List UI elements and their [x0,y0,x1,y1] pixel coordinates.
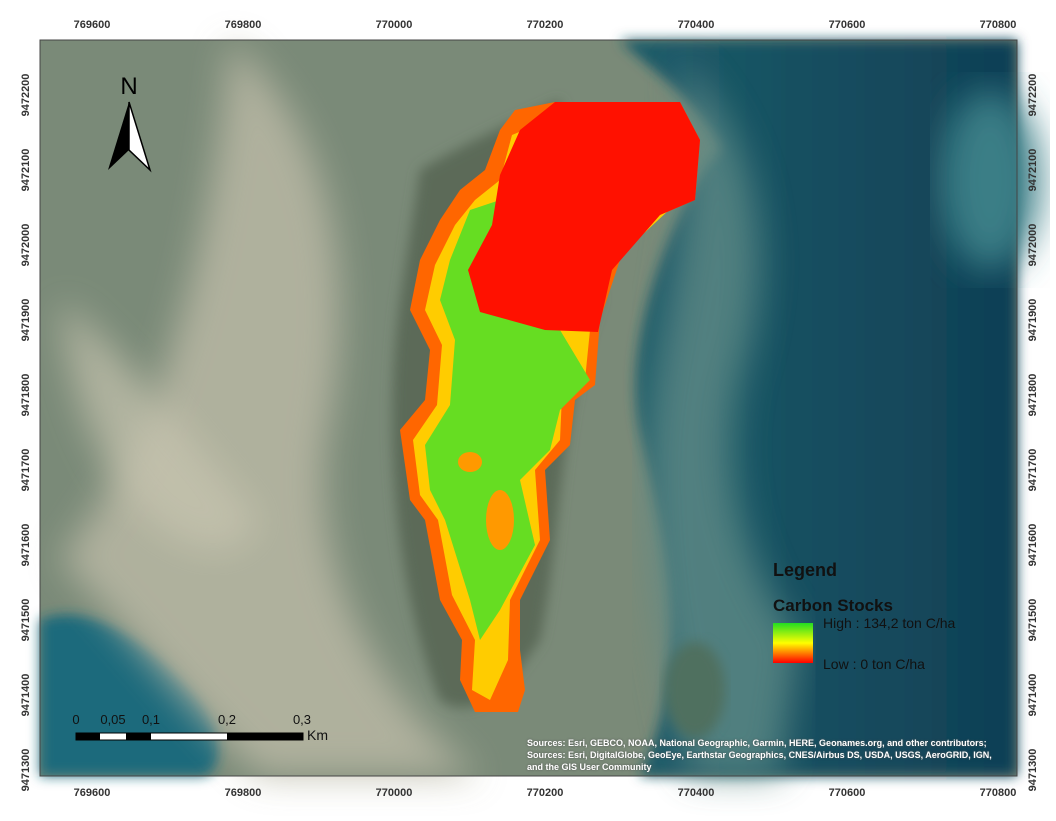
legend-title: Legend [773,560,837,580]
attribution: Sources: Esri, GEBCO, NOAA, National Geo… [527,738,992,772]
scale-label: 0,2 [218,712,236,727]
scale-label: 0,3 [293,712,311,727]
x-tick-label: 770200 [527,787,564,799]
scale-segment [126,733,151,740]
scale-label: 0,1 [142,712,160,727]
y-tick-label: 9471300 [1027,749,1039,792]
north-arrow-right [128,101,152,173]
x-tick-label: 769600 [74,787,111,799]
y-tick-label: 9471700 [20,449,32,492]
y-tick-label: 9471400 [1027,674,1039,717]
legend-ramp [773,623,813,663]
x-tick-label: 769800 [225,787,262,799]
x-tick-label: 769600 [74,19,111,31]
y-tick-label: 9472100 [1027,149,1039,192]
north-arrow: N [108,73,152,173]
y-tick-label: 9472000 [20,224,32,267]
north-label: N [120,73,137,100]
y-tick-label: 9471500 [1027,599,1039,642]
scale-label: 0,05 [100,712,125,727]
north-arrow-left [108,102,129,170]
y-tick-label: 9471900 [20,299,32,342]
carbon-raster [400,102,700,712]
y-tick-label: 9471800 [20,374,32,417]
y-tick-label: 9472200 [20,74,32,117]
y-tick-label: 9472000 [1027,224,1039,267]
coordinate-ticks: 769600 769600 769800 769800 770000 770000 7702… [20,19,1039,799]
y-tick-label: 9471300 [20,749,32,792]
y-tick-label: 9471800 [1027,374,1039,417]
y-tick-label: 9471600 [20,524,32,567]
x-tick-label: 769800 [225,19,262,31]
legend-layer: Carbon Stocks [773,596,893,615]
legend-high: High : 134,2 ton C/ha [823,615,956,631]
y-tick-label: 9471600 [1027,524,1039,567]
scale-segment [227,733,303,740]
x-tick-label: 770600 [829,787,866,799]
scale-unit: Km [307,727,328,743]
y-tick-label: 9472100 [20,149,32,192]
x-tick-label: 770200 [527,19,564,31]
y-tick-label: 9471900 [1027,299,1039,342]
x-tick-label: 770400 [678,787,715,799]
legend-low: Low : 0 ton C/ha [823,656,925,672]
y-tick-label: 9472200 [1027,74,1039,117]
scale-label: 0 [72,712,79,727]
map-frame [39,39,1018,777]
y-tick-label: 9471700 [1027,449,1039,492]
x-tick-label: 770400 [678,19,715,31]
y-tick-label: 9471400 [20,674,32,717]
scale-bar: Km 0 0,05 0,1 0,2 0,3 [72,712,328,743]
x-tick-label: 770800 [980,787,1017,799]
scale-segment [76,733,100,740]
x-tick-label: 770000 [376,19,413,31]
y-tick-label: 9471500 [20,599,32,642]
x-tick-label: 770600 [829,19,866,31]
x-tick-label: 770000 [376,787,413,799]
x-tick-label: 770800 [980,19,1017,31]
legend: Legend Carbon Stocks High : 134,2 ton C/… [773,560,956,672]
